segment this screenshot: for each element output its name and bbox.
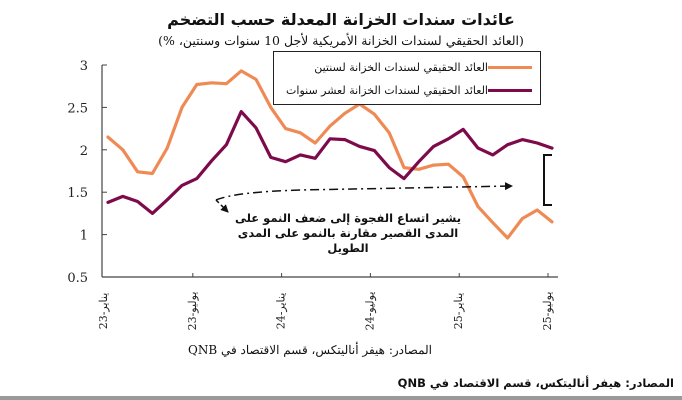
x-tick-label: يناير-24 bbox=[275, 293, 288, 330]
series-lines bbox=[106, 69, 554, 240]
legend-swatch-2y bbox=[488, 65, 532, 69]
y-tick-label: 2 bbox=[80, 144, 88, 159]
legend: العائد الحقيقي لسندات الخزانة لسنتين الع… bbox=[273, 51, 541, 105]
y-tick-label: 2.5 bbox=[67, 101, 88, 116]
gap-bracket bbox=[543, 154, 552, 206]
y-axis-ticks: 0.5 1 1.5 2 2.5 3 bbox=[67, 59, 107, 286]
x-tick-label: يناير-25 bbox=[452, 293, 465, 330]
chart-title: عائدات سندات الخزانة المعدلة حسب التضخم bbox=[167, 10, 515, 29]
legend-swatch-10y bbox=[488, 88, 532, 92]
gap-arrow bbox=[215, 182, 513, 201]
legend-item-10y: العائد الحقيقي لسندات الخزانة لعشر سنوات bbox=[286, 80, 536, 100]
y-tick-label: 3 bbox=[80, 59, 88, 74]
y-tick-label: 1.5 bbox=[67, 186, 88, 201]
source-caption: المصادر: هيفر أناليتكس، قسم الاقتصاد في … bbox=[397, 376, 674, 390]
legend-label-2y: العائد الحقيقي لسندات الخزانة لسنتين bbox=[314, 60, 488, 74]
annotation-text: يشير اتساع الفجوة إلى ضعف النمو على المد… bbox=[234, 211, 462, 255]
x-axis-ticks: يناير-23 يوليو-23 يناير-24 يوليو-24 يناير-25… bbox=[97, 273, 554, 330]
bottom-border bbox=[0, 396, 682, 400]
x-tick-label: يناير-23 bbox=[97, 293, 110, 330]
axes bbox=[101, 65, 558, 278]
x-tick-label: يوليو-24 bbox=[363, 292, 376, 331]
legend-item-2y: العائد الحقيقي لسندات الخزانة لسنتين bbox=[314, 57, 536, 77]
chart-subtitle: (العائد الحقيقي لسندات الخزانة الأمريكية… bbox=[158, 33, 524, 48]
gap-arrow-tail bbox=[215, 199, 229, 213]
source-note: المصادر: هيفر أناليتكس، قسم الاقتصاد في … bbox=[188, 343, 432, 357]
x-tick-label: يوليو-25 bbox=[541, 292, 554, 331]
x-tick-label: يوليو-23 bbox=[186, 292, 199, 331]
y-tick-label: 0.5 bbox=[67, 271, 88, 286]
y-tick-label: 1 bbox=[80, 229, 88, 244]
legend-label-10y: العائد الحقيقي لسندات الخزانة لعشر سنوات bbox=[286, 83, 488, 97]
